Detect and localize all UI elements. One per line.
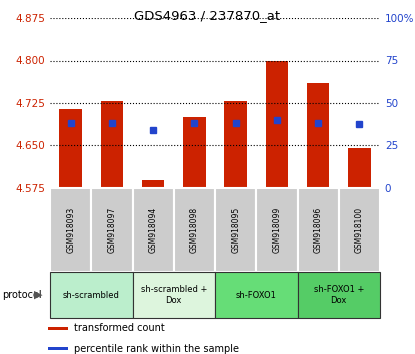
- Text: sh-FOXO1: sh-FOXO1: [236, 291, 277, 299]
- Bar: [183, 117, 206, 188]
- Text: GSM918099: GSM918099: [272, 207, 281, 253]
- Bar: [339, 188, 380, 272]
- Bar: [298, 272, 380, 318]
- Bar: [132, 272, 215, 318]
- Bar: [266, 61, 288, 188]
- Text: GSM918096: GSM918096: [314, 207, 322, 253]
- Text: sh-FOXO1 +
Dox: sh-FOXO1 + Dox: [314, 285, 364, 305]
- Bar: [50, 188, 91, 272]
- Bar: [48, 347, 68, 350]
- Text: GSM918094: GSM918094: [149, 207, 158, 253]
- Bar: [215, 188, 256, 272]
- Bar: [50, 272, 132, 318]
- Bar: [307, 83, 330, 188]
- Bar: [298, 188, 339, 272]
- Text: GSM918097: GSM918097: [107, 207, 116, 253]
- Bar: [59, 109, 82, 188]
- Bar: [215, 272, 298, 318]
- Bar: [48, 327, 68, 330]
- Text: sh-scrambled: sh-scrambled: [63, 291, 120, 299]
- Text: ▶: ▶: [34, 290, 43, 300]
- Text: GSM918093: GSM918093: [66, 207, 75, 253]
- Bar: [256, 188, 298, 272]
- Text: GSM918098: GSM918098: [190, 207, 199, 253]
- Bar: [91, 188, 132, 272]
- Bar: [132, 188, 174, 272]
- Text: transformed count: transformed count: [74, 323, 165, 333]
- Text: protocol: protocol: [2, 290, 42, 300]
- Bar: [142, 179, 164, 188]
- Bar: [348, 148, 371, 188]
- Text: GSM918100: GSM918100: [355, 207, 364, 253]
- Text: sh-scrambled +
Dox: sh-scrambled + Dox: [141, 285, 207, 305]
- Bar: [224, 101, 247, 188]
- Text: percentile rank within the sample: percentile rank within the sample: [74, 344, 239, 354]
- Text: GDS4963 / 237870_at: GDS4963 / 237870_at: [134, 9, 281, 22]
- Text: GSM918095: GSM918095: [231, 207, 240, 253]
- Bar: [100, 101, 123, 188]
- Bar: [174, 188, 215, 272]
